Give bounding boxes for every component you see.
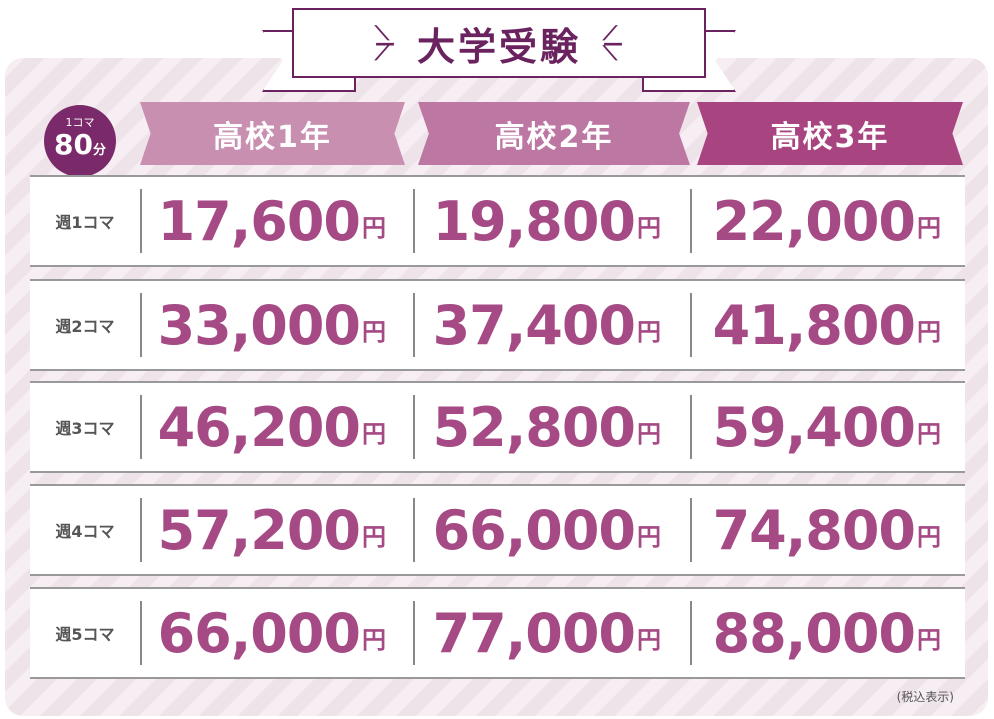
price-cell: 77,000 円 bbox=[413, 589, 661, 677]
sparkle-lines-icon: ⟋ — ⟍ bbox=[603, 21, 623, 65]
price-value: 77,000 bbox=[432, 601, 636, 665]
price-cell: 66,000 円 bbox=[140, 589, 386, 677]
row-label: 週3コマ bbox=[55, 419, 115, 438]
currency-unit: 円 bbox=[637, 626, 661, 654]
currency-unit: 円 bbox=[917, 420, 941, 448]
currency-unit: 円 bbox=[362, 523, 386, 551]
price-value: 66,000 bbox=[432, 498, 636, 562]
price-value: 33,000 bbox=[157, 293, 361, 357]
badge-value: 80 bbox=[54, 128, 93, 161]
column-divider bbox=[413, 601, 415, 665]
column-divider bbox=[140, 601, 142, 665]
price-cell: 46,200 円 bbox=[140, 383, 386, 471]
currency-unit: 円 bbox=[362, 214, 386, 242]
price-cell: 59,400 円 bbox=[690, 383, 941, 471]
currency-unit: 円 bbox=[917, 318, 941, 346]
row-label: 週4コマ bbox=[55, 522, 115, 541]
row-label: 週1コマ bbox=[55, 213, 115, 232]
column-header-3: 高校3年 bbox=[697, 102, 963, 165]
column-divider bbox=[413, 498, 415, 562]
column-divider bbox=[690, 189, 692, 253]
table-row: 週4コマ 57,200 円 66,000 円 74,800 円 bbox=[30, 484, 965, 576]
title-ribbon: ⟍ — ⟋ 大学受験 ⟋ — ⟍ bbox=[292, 8, 706, 78]
column-divider bbox=[690, 498, 692, 562]
currency-unit: 円 bbox=[637, 318, 661, 346]
price-value: 74,800 bbox=[712, 498, 916, 562]
row-label: 週5コマ bbox=[55, 625, 115, 644]
price-value: 22,000 bbox=[712, 189, 916, 253]
column-divider bbox=[140, 498, 142, 562]
currency-unit: 円 bbox=[917, 214, 941, 242]
column-divider bbox=[413, 293, 415, 357]
price-value: 46,200 bbox=[157, 395, 361, 459]
price-value: 88,000 bbox=[712, 601, 916, 665]
price-value: 17,600 bbox=[157, 189, 361, 253]
badge-unit: 分 bbox=[92, 143, 106, 158]
price-value: 66,000 bbox=[157, 601, 361, 665]
price-cell: 33,000 円 bbox=[140, 281, 386, 369]
sparkle-lines-icon: ⟍ — ⟋ bbox=[374, 21, 395, 65]
currency-unit: 円 bbox=[362, 626, 386, 654]
table-row: 週5コマ 66,000 円 77,000 円 88,000 円 bbox=[30, 587, 965, 679]
price-value: 59,400 bbox=[712, 395, 916, 459]
price-cell: 37,400 円 bbox=[413, 281, 661, 369]
currency-unit: 円 bbox=[637, 214, 661, 242]
currency-unit: 円 bbox=[917, 523, 941, 551]
price-cell: 41,800 円 bbox=[690, 281, 941, 369]
column-divider bbox=[413, 189, 415, 253]
price-cell: 22,000 円 bbox=[690, 177, 941, 265]
column-divider bbox=[690, 293, 692, 357]
price-value: 57,200 bbox=[157, 498, 361, 562]
column-divider bbox=[690, 601, 692, 665]
column-divider bbox=[140, 395, 142, 459]
badge-label: 1コマ bbox=[65, 116, 95, 129]
page-title: 大学受験 bbox=[416, 24, 581, 69]
column-divider bbox=[140, 293, 142, 357]
price-cell: 17,600 円 bbox=[140, 177, 386, 265]
currency-unit: 円 bbox=[362, 318, 386, 346]
table-row: 週2コマ 33,000 円 37,400 円 41,800 円 bbox=[30, 279, 965, 371]
price-value: 37,400 bbox=[432, 293, 636, 357]
currency-unit: 円 bbox=[917, 626, 941, 654]
column-header-2: 高校2年 bbox=[418, 102, 690, 165]
price-cell: 88,000 円 bbox=[690, 589, 941, 677]
column-divider bbox=[690, 395, 692, 459]
price-value: 19,800 bbox=[432, 189, 636, 253]
price-cell: 74,800 円 bbox=[690, 486, 941, 574]
currency-unit: 円 bbox=[637, 523, 661, 551]
price-cell: 19,800 円 bbox=[413, 177, 661, 265]
currency-unit: 円 bbox=[637, 420, 661, 448]
lesson-duration-badge: 1コマ 80分 bbox=[44, 105, 116, 177]
table-row: 週1コマ 17,600 円 19,800 円 22,000 円 bbox=[30, 175, 965, 267]
price-value: 41,800 bbox=[712, 293, 916, 357]
row-label: 週2コマ bbox=[55, 317, 115, 336]
tax-note: (税込表示) bbox=[896, 690, 954, 704]
price-value: 52,800 bbox=[432, 395, 636, 459]
column-divider bbox=[140, 189, 142, 253]
table-row: 週3コマ 46,200 円 52,800 円 59,400 円 bbox=[30, 381, 965, 473]
price-cell: 52,800 円 bbox=[413, 383, 661, 471]
price-cell: 57,200 円 bbox=[140, 486, 386, 574]
column-divider bbox=[413, 395, 415, 459]
column-header-1: 高校1年 bbox=[140, 102, 405, 165]
price-cell: 66,000 円 bbox=[413, 486, 661, 574]
currency-unit: 円 bbox=[362, 420, 386, 448]
